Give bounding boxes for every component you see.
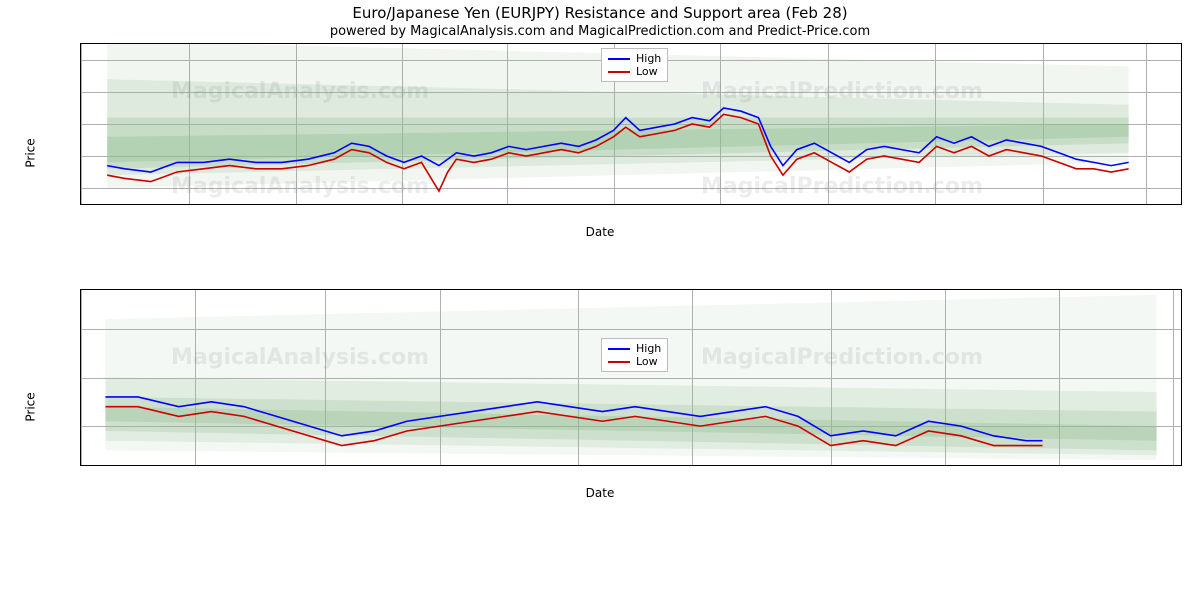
legend-label: High: [636, 342, 661, 355]
plot-area-top: 1501601701801902023-072023-092023-112024…: [80, 43, 1182, 205]
legend-item-low: Low: [608, 355, 661, 368]
legend-item-low: Low: [608, 65, 661, 78]
chart-panel-top: Price 1501601701801902023-072023-092023-…: [10, 43, 1190, 263]
legend-label: High: [636, 52, 661, 65]
legend-swatch-icon: [608, 58, 630, 60]
x-axis-label: Date: [586, 225, 615, 239]
x-axis-label: Date: [586, 486, 615, 500]
legend-item-high: High: [608, 52, 661, 65]
legend: HighLow: [601, 48, 668, 82]
legend-swatch-icon: [608, 348, 630, 350]
plot-area-bottom: 1601701802024-11-012024-11-152024-12-012…: [80, 289, 1182, 466]
legend-label: Low: [636, 355, 658, 368]
legend-label: Low: [636, 65, 658, 78]
y-axis-label: Price: [24, 138, 38, 167]
legend: HighLow: [601, 338, 668, 372]
chart-panel-bottom: Price 1601701802024-11-012024-11-152024-…: [10, 289, 1190, 524]
chart-title: Euro/Japanese Yen (EURJPY) Resistance an…: [0, 4, 1200, 22]
y-axis-label: Price: [24, 392, 38, 421]
chart-svg: [81, 290, 1181, 465]
legend-swatch-icon: [608, 361, 630, 363]
chart-subtitle: powered by MagicalAnalysis.com and Magic…: [0, 24, 1200, 39]
legend-item-high: High: [608, 342, 661, 355]
legend-swatch-icon: [608, 71, 630, 73]
